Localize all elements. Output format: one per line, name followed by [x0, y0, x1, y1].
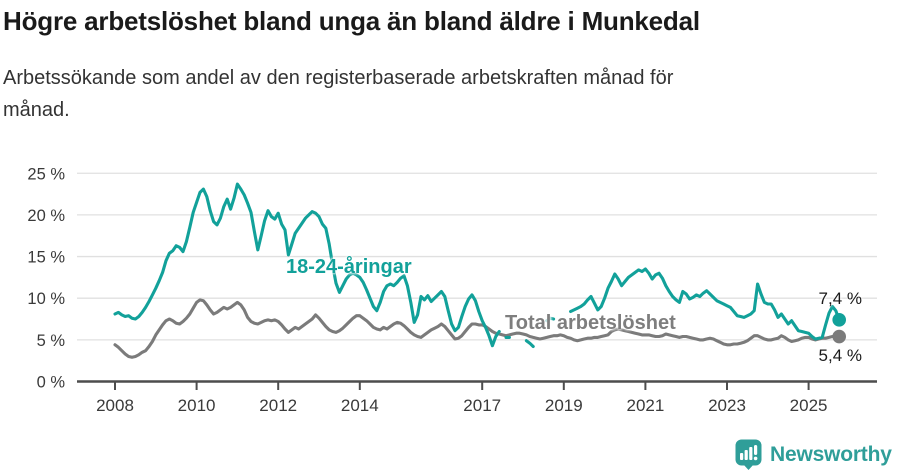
series-label-youth: 18-24-åringar	[286, 256, 412, 278]
newsworthy-logo: Newsworthy	[735, 439, 892, 470]
page-title: Högre arbetslöshet bland unga än bland ä…	[3, 6, 700, 36]
y-tick-label: 0 %	[37, 374, 66, 392]
newsworthy-wordmark: Newsworthy	[770, 442, 892, 466]
x-tick-label: 2017	[463, 396, 501, 415]
series-line	[113, 298, 841, 359]
x-tick-label: 2012	[259, 396, 297, 415]
x-tick-label: 2021	[626, 396, 664, 415]
end-value-label-total: 5,4 %	[818, 346, 862, 365]
x-tick-label: 2010	[178, 396, 216, 415]
y-tick-label: 5 %	[37, 332, 66, 350]
newsworthy-badge-icon	[735, 439, 762, 470]
x-tick-label: 2019	[545, 396, 583, 415]
series-end-dot	[832, 313, 846, 327]
y-tick-label: 10 %	[27, 290, 65, 308]
y-tick-label: 15 %	[27, 249, 65, 267]
chart-subtitle: Arbetssökande som andel av den registerb…	[3, 67, 674, 122]
series-label-total: Total arbetslöshet	[505, 312, 676, 334]
y-tick-label: 20 %	[27, 207, 65, 225]
x-tick-label: 2023	[708, 396, 746, 415]
x-tick-label: 2008	[96, 396, 134, 415]
x-tick-label: 2014	[341, 396, 379, 415]
end-value-label-youth: 7,4 %	[818, 289, 862, 308]
x-tick-label: 2025	[790, 396, 828, 415]
series-line	[113, 182, 841, 349]
y-tick-label: 25 %	[27, 165, 65, 183]
series-end-dot	[832, 329, 846, 344]
